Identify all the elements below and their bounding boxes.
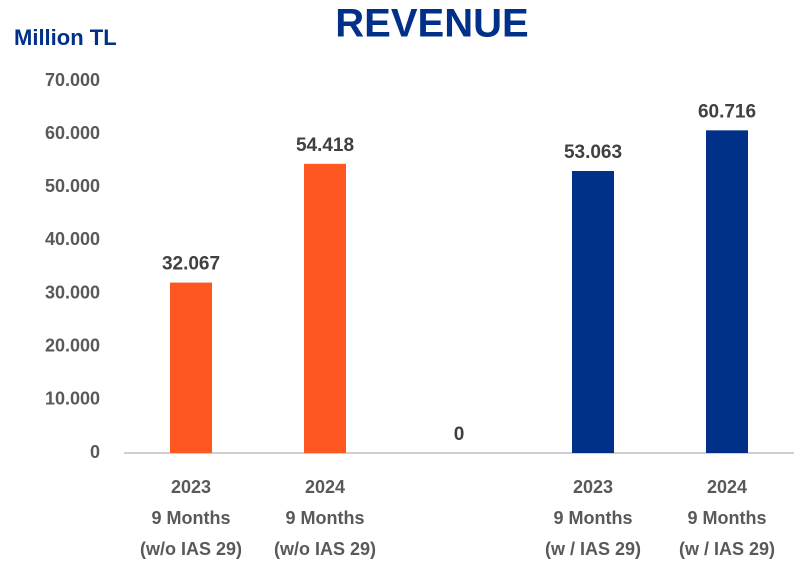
y-tick-label: 30.000 (45, 282, 100, 302)
x-tick-label: 2024 (707, 477, 747, 497)
x-tick-label: 9 Months (152, 508, 231, 528)
y-tick-label: 50.000 (45, 176, 100, 196)
x-tick-label: (w/o IAS 29) (140, 539, 242, 559)
x-tick-label: 9 Months (286, 508, 365, 528)
x-tick-label: 2023 (171, 477, 211, 497)
chart-title: REVENUE (335, 2, 528, 46)
x-tick-label: (w/o IAS 29) (274, 539, 376, 559)
bar (572, 171, 614, 453)
y-tick-label: 60.000 (45, 123, 100, 143)
value-label: 60.716 (698, 101, 756, 122)
value-label: 0 (454, 424, 465, 445)
x-tick-label: 9 Months (554, 508, 633, 528)
value-label: 54.418 (296, 135, 354, 156)
y-tick-label: 0 (90, 442, 100, 462)
bar (170, 282, 212, 453)
value-label: 53.063 (564, 142, 622, 163)
value-label: 32.067 (162, 254, 220, 275)
bar (304, 163, 346, 454)
y-axis-label: Million TL (14, 25, 117, 50)
y-tick-label: 40.000 (45, 229, 100, 249)
x-tick-label: (w / IAS 29) (679, 539, 775, 559)
x-tick-label: (w / IAS 29) (545, 539, 641, 559)
x-tick-label: 9 Months (688, 508, 767, 528)
y-tick-label: 70.000 (45, 70, 100, 90)
y-tick-label: 20.000 (45, 335, 100, 355)
y-tick-label: 10.000 (45, 389, 100, 409)
bar (706, 130, 748, 453)
x-tick-label: 2024 (305, 477, 345, 497)
x-tick-label: 2023 (573, 477, 613, 497)
